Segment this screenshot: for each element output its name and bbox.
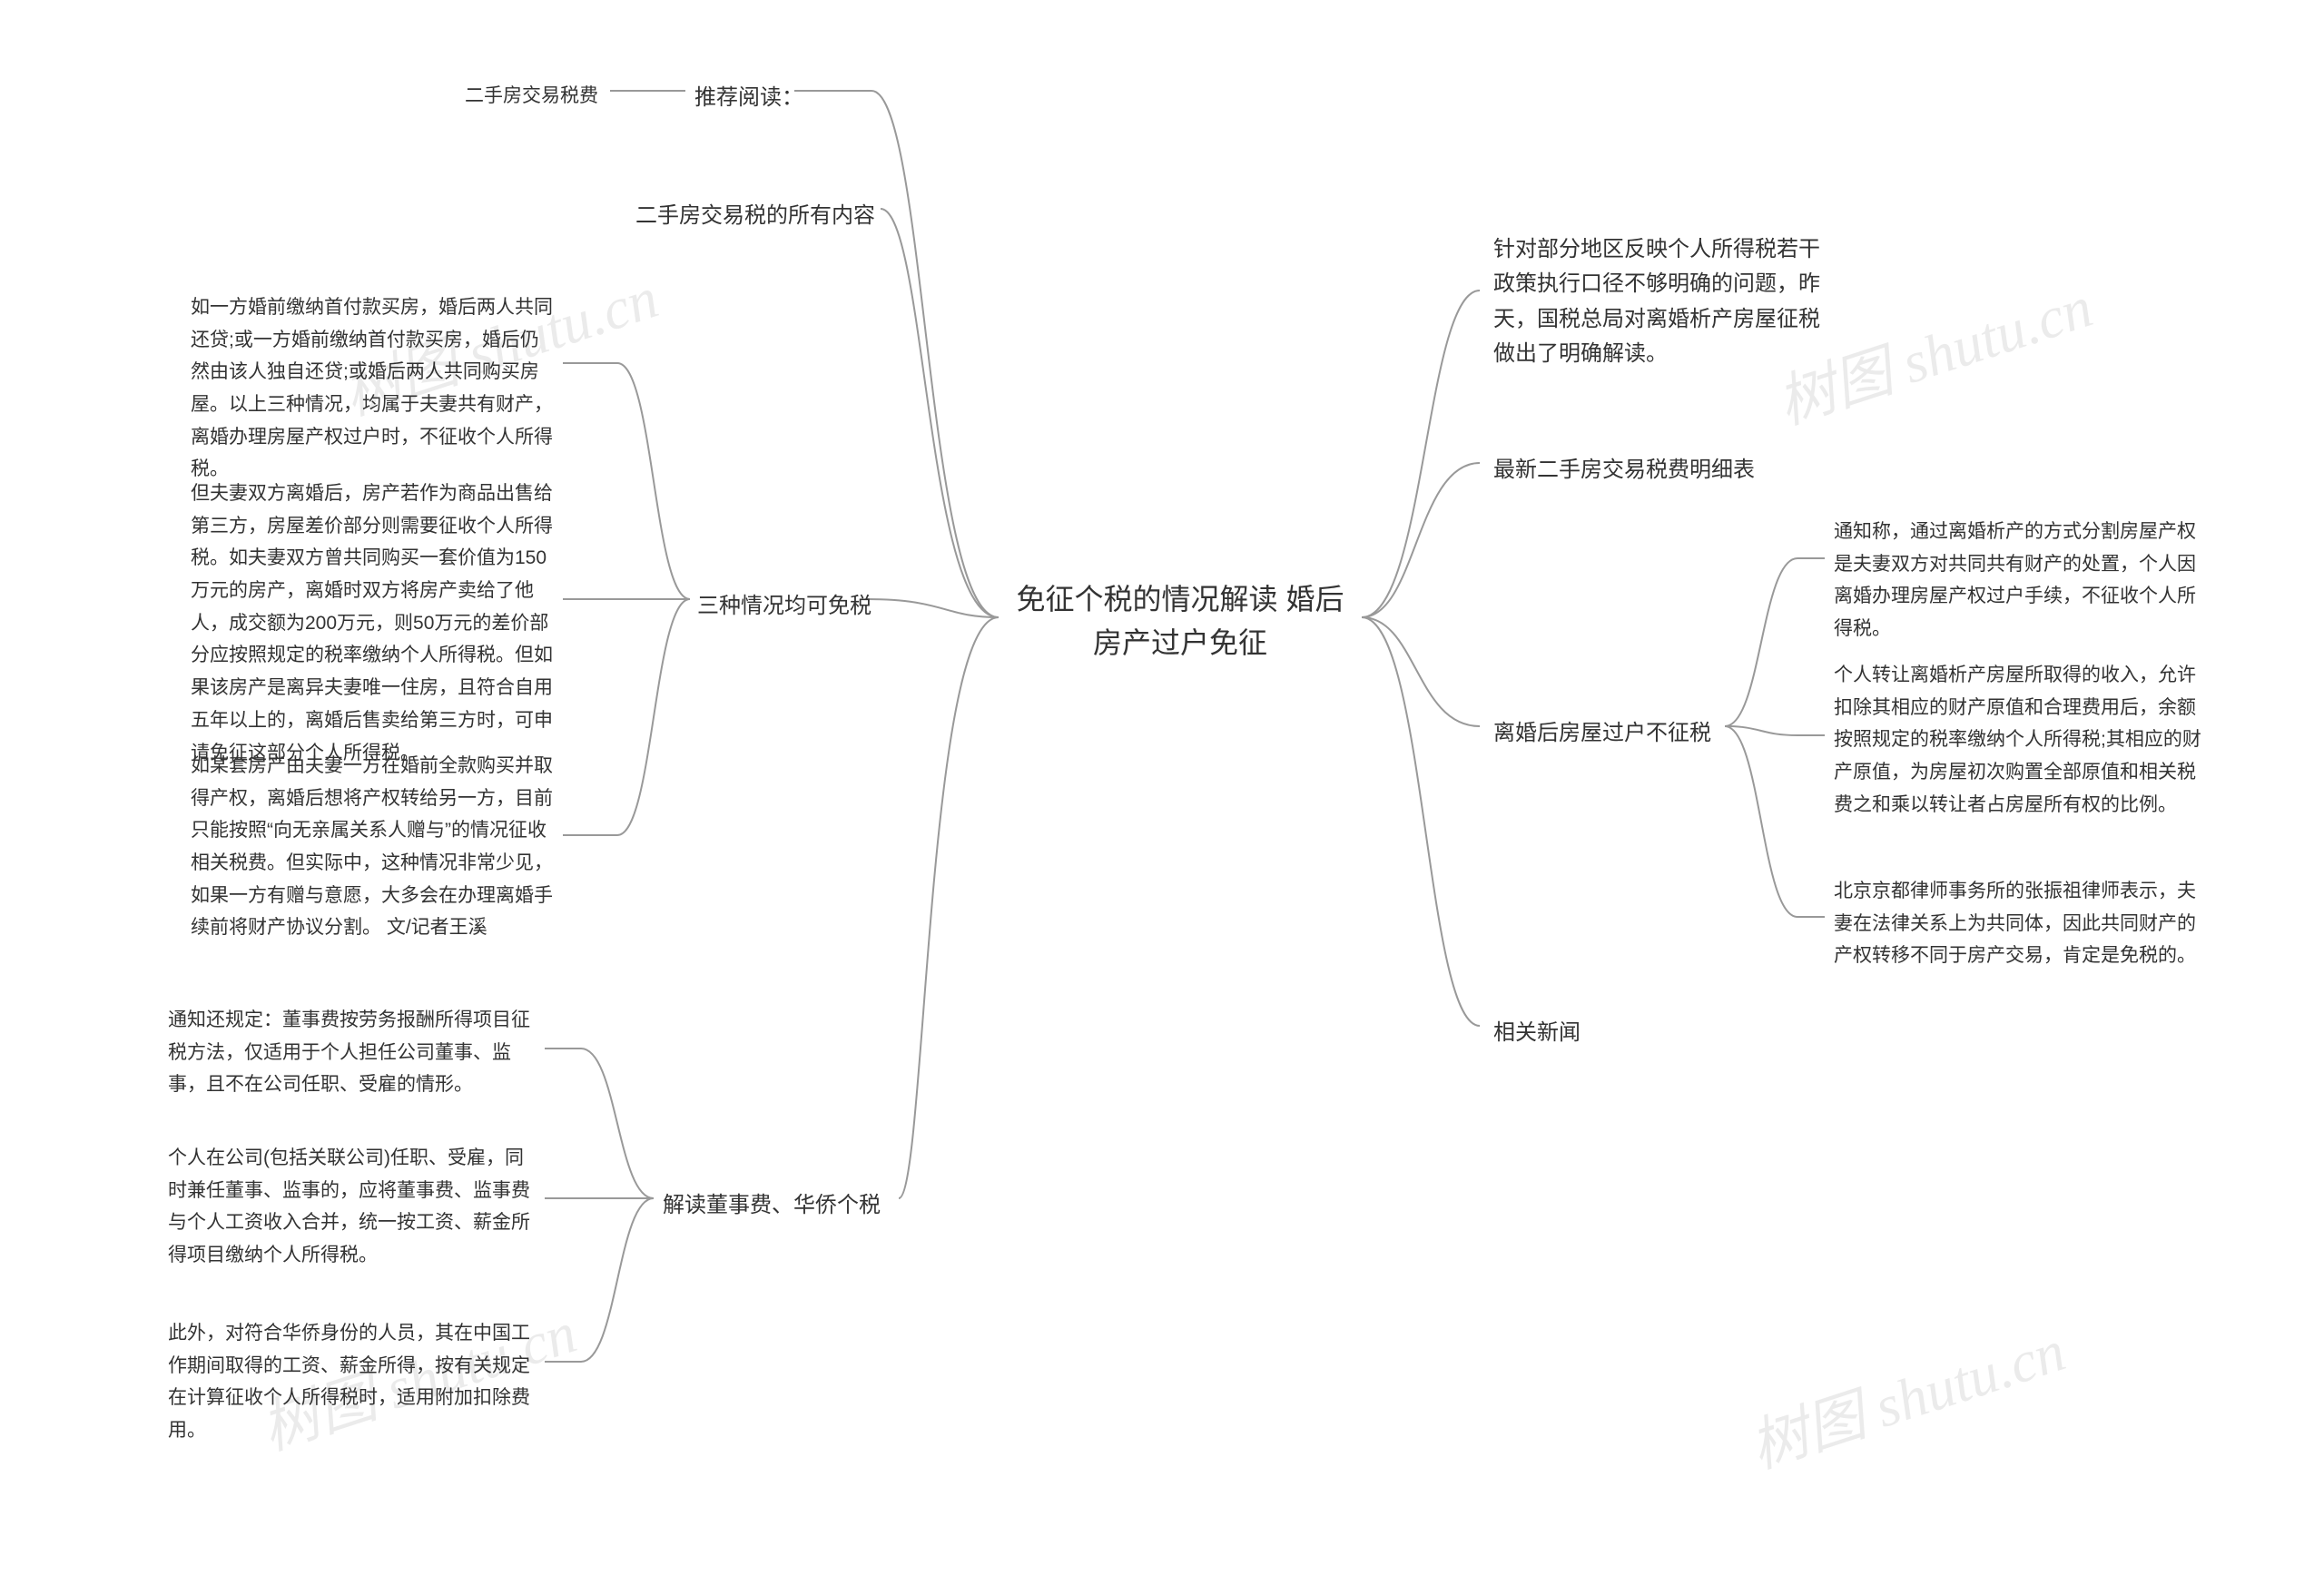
right-b3-leaf-0: 通知称，通过离婚析产的方式分割房屋产权是夫妻双方对共同共有财产的处置，个人因离婚… <box>1825 510 2215 651</box>
left-b4-leaf-2: 此外，对符合华侨身份的人员，其在中国工作期间取得的工资、薪金所得，按有关规定在计… <box>159 1312 540 1452</box>
center-node: 免征个税的情况解读 婚后 房产过户免征 <box>999 572 1362 670</box>
center-line2: 房产过户免征 <box>1093 626 1267 659</box>
left-b3-label: 三种情况均可免税 <box>688 583 881 631</box>
right-b1-label: 针对部分地区反映个人所得税若干政策执行口径不够明确的问题，昨天，国税总局对离婚析… <box>1484 227 1847 378</box>
left-b4-label: 解读董事费、华侨个税 <box>654 1182 890 1230</box>
right-b3-label: 离婚后房屋过户不征税 <box>1484 710 1720 758</box>
right-b3-leaf-2: 北京京都律师事务所的张振祖律师表示，夫妻在法律关系上为共同体，因此共同财产的产权… <box>1825 870 2215 978</box>
left-b4-leaf-1: 个人在公司(包括关联公司)任职、受雇，同时兼任董事、监事的，应将董事费、监事费与… <box>159 1137 540 1277</box>
left-b3-leaf-2: 如某套房产由夫妻一方在婚前全款购买并取得产权，离婚后想将产权转给另一方，目前只能… <box>182 744 563 950</box>
left-b1-leaf-0: 二手房交易税费 <box>456 74 607 118</box>
left-b4-leaf-0: 通知还规定：董事费按劳务报酬所得项目征税方法，仅适用于个人担任公司董事、监事，且… <box>159 999 540 1107</box>
watermark-3: 树图 shutu.cn <box>1738 1305 2074 1484</box>
right-b2-label: 最新二手房交易税费明细表 <box>1484 447 1764 495</box>
left-b3-leaf-1: 但夫妻双方离婚后，房产若作为商品出售给第三方，房屋差价部分则需要征收个人所得税。… <box>182 472 563 774</box>
left-b1-label: 推荐阅读： <box>685 74 812 123</box>
left-b3-leaf-0: 如一方婚前缴纳首付款买房，婚后两人共同还贷;或一方婚前缴纳首付款买房，婚后仍然由… <box>182 286 563 491</box>
left-b2-label: 二手房交易税的所有内容 <box>626 192 884 241</box>
right-b4-label: 相关新闻 <box>1484 1009 1590 1058</box>
center-line1: 免征个税的情况解读 婚后 <box>1017 583 1344 615</box>
right-b3-leaf-1: 个人转让离婚析产房屋所取得的收入，允许扣除其相应的财产原值和合理费用后，余额按照… <box>1825 654 2215 826</box>
